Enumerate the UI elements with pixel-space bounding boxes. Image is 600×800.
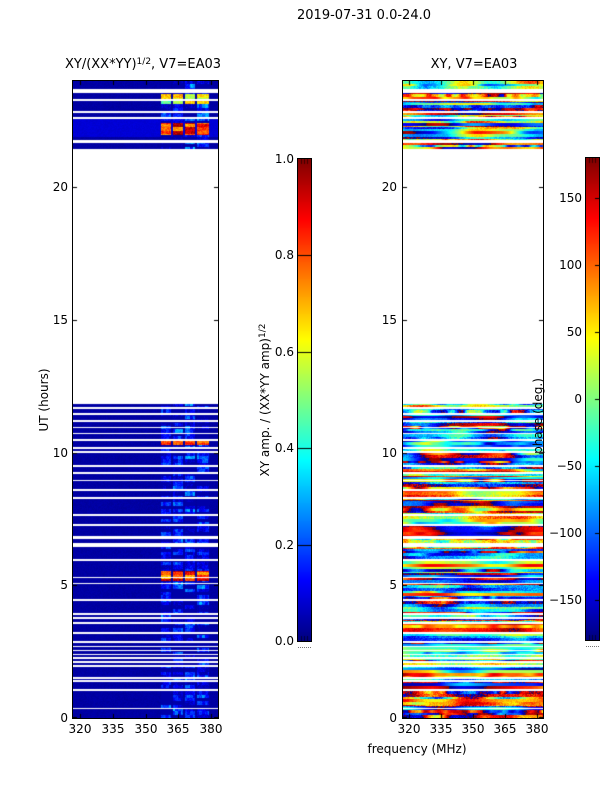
colorbar-tick-label: 1.0 [274, 152, 294, 166]
x-tick-label: 380 [525, 722, 549, 736]
y-tick-label: 15 [381, 313, 397, 327]
amplitude-heatmap-canvas [73, 81, 218, 718]
x-tick-label: 350 [134, 722, 158, 736]
y-tick-label: 5 [389, 578, 397, 592]
x-tick-label: 335 [429, 722, 453, 736]
amplitude-colorbar-canvas [298, 159, 311, 641]
colorbar-tick-label: 50 [566, 325, 582, 339]
phase-colorbar-offset-ticks [586, 646, 599, 647]
colorbar-tick-label: 0.2 [274, 538, 294, 552]
y-axis-label: UT (hours) [37, 368, 51, 432]
colorbar-tick-label: 0.0 [274, 634, 294, 648]
colorbar-tick-label: 0.8 [274, 248, 294, 262]
colorbar-tick-label: 100 [559, 258, 582, 272]
phase-panel-title: XY, V7=EA03 [430, 57, 518, 72]
y-tick-label: 20 [52, 180, 68, 194]
colorbar-tick-label: −100 [549, 526, 582, 540]
colorbar-tick-label: 0.6 [274, 345, 294, 359]
x-tick-label: 365 [493, 722, 517, 736]
amplitude-title-main: XY/(XX*YY) [64, 57, 137, 72]
x-axis-label: frequency (MHz) [367, 742, 467, 756]
amplitude-heatmap-panel [72, 80, 219, 719]
y-tick-label: 20 [381, 180, 397, 194]
figure-title: 2019-07-31 0.0-24.0 [297, 8, 431, 23]
amplitude-panel-title: XY/(XX*YY)1/2, V7=EA03 [65, 57, 221, 72]
x-tick-label: 350 [461, 722, 485, 736]
y-tick-label: 15 [52, 313, 68, 327]
amplitude-title-superscript: 1/2 [136, 57, 152, 67]
colorbar-tick-label: −50 [556, 459, 582, 473]
y-tick-label: 10 [381, 446, 397, 460]
phase-colorbar-canvas [586, 158, 599, 640]
y-tick-label: 5 [60, 578, 68, 592]
x-tick-label: 320 [397, 722, 421, 736]
amplitude-colorbar-label-superscript: 1/2 [258, 323, 268, 339]
amplitude-colorbar [297, 158, 312, 642]
colorbar-tick-label: 150 [559, 191, 582, 205]
colorbar-tick-label: −150 [549, 593, 582, 607]
x-tick-label: 320 [68, 722, 92, 736]
amplitude-title-rest: , V7=EA03 [151, 57, 222, 72]
phase-heatmap-panel [402, 80, 544, 719]
y-tick-label: 0 [389, 711, 397, 725]
phase-colorbar-label: phase (deg.) [531, 378, 545, 454]
y-tick-label: 10 [52, 446, 68, 460]
phase-colorbar [585, 157, 600, 641]
x-tick-label: 335 [101, 722, 125, 736]
phase-heatmap-canvas [403, 81, 543, 718]
x-tick-label: 365 [166, 722, 190, 736]
y-tick-label: 0 [60, 711, 68, 725]
colorbar-tick-label: 0.4 [274, 441, 294, 455]
x-tick-label: 380 [199, 722, 223, 736]
colorbar-tick-label: 0 [574, 392, 582, 406]
amplitude-colorbar-offset-ticks [298, 647, 311, 648]
